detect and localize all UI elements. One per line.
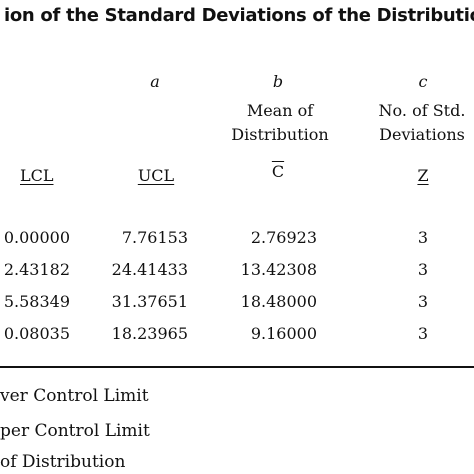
footnote-distribution: of Distribution <box>0 452 126 472</box>
cell-mean: 9.16000 <box>250 324 317 343</box>
cell-z: 3 <box>417 292 429 311</box>
cell-z: 3 <box>417 324 429 343</box>
cell-ucl: 7.76153 <box>121 228 188 247</box>
header-mean-line1: Mean of <box>246 101 314 120</box>
cell-z: 3 <box>417 228 429 247</box>
column-letter-b: b <box>272 72 284 91</box>
cell-ucl: 18.23965 <box>111 324 188 343</box>
cell-lcl: 2.43182 <box>3 260 70 279</box>
cell-lcl: 0.08035 <box>3 324 70 343</box>
table-bottom-rule <box>0 366 474 368</box>
cell-z: 3 <box>417 260 429 279</box>
c-bar-symbol: C <box>271 162 285 181</box>
header-std-line2: Deviations <box>379 125 465 144</box>
header-c-bar: C <box>263 162 293 181</box>
header-lcl: LCL <box>20 166 54 185</box>
cell-ucl: 31.37651 <box>111 292 188 311</box>
header-ucl: UCL <box>137 166 175 185</box>
cell-lcl: 0.00000 <box>3 228 70 247</box>
column-letter-c: c <box>418 72 428 91</box>
column-letter-a: a <box>150 72 160 91</box>
cell-mean: 13.42308 <box>240 260 317 279</box>
footnote-lcl: ver Control Limit <box>0 386 149 406</box>
cell-ucl: 24.41433 <box>111 260 188 279</box>
header-mean-line2: Distribution <box>231 125 329 144</box>
cell-lcl: 5.58349 <box>3 292 70 311</box>
table-title: ion of the Standard Deviations of the Di… <box>4 5 474 26</box>
cell-mean: 2.76923 <box>250 228 317 247</box>
footnote-ucl: per Control Limit <box>0 421 150 441</box>
cell-mean: 18.48000 <box>240 292 317 311</box>
header-std-line1: No. of Std. <box>378 101 466 120</box>
header-z: Z <box>417 166 429 185</box>
